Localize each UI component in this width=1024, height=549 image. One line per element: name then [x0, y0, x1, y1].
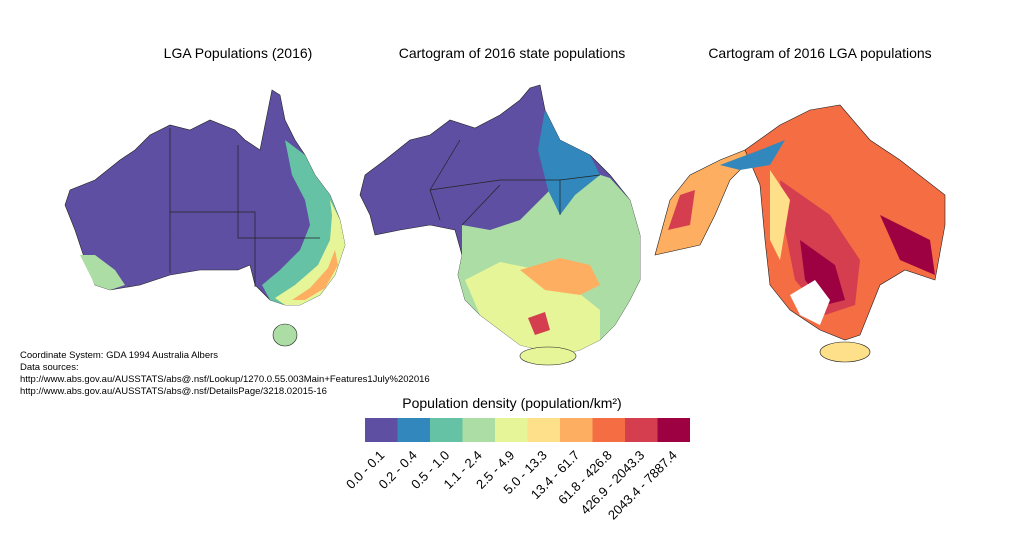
- tasmania: [272, 323, 298, 347]
- fan-red: [780, 180, 860, 315]
- legend-swatch: [592, 418, 625, 442]
- legend-swatch: [430, 418, 463, 442]
- legend-swatch: [527, 418, 560, 442]
- fan-dark: [800, 240, 845, 305]
- map-title: Cartogram of 2016 state populations: [399, 45, 625, 61]
- bay: [790, 280, 830, 325]
- fan: [744, 104, 946, 341]
- source-url: http://www.abs.gov.au/AUSSTATS/abs@.nsf/…: [20, 374, 430, 385]
- state-border: [429, 139, 601, 226]
- legend-swatch: [657, 418, 690, 442]
- core: [720, 140, 785, 170]
- legend: 0.0 - 0.10.2 - 0.40.5 - 1.01.1 - 2.42.5 …: [343, 418, 690, 523]
- legend-title: Population density (population/km²): [402, 395, 621, 411]
- coordinate-system: Coordinate System: GDA 1994 Australia Al…: [20, 350, 218, 361]
- metro: [528, 312, 550, 335]
- fan-dark-2: [880, 215, 935, 275]
- tasmania: [519, 346, 577, 366]
- map-title: LGA Populations (2016): [164, 45, 313, 61]
- fan-yellow: [770, 170, 790, 260]
- coast-orange: [292, 250, 338, 300]
- legend-swatch: [397, 418, 430, 442]
- sources-label: Data sources:: [20, 362, 79, 373]
- sw-band: [80, 255, 125, 290]
- map-title: Cartogram of 2016 LGA populations: [708, 45, 931, 61]
- tasmania: [819, 341, 871, 363]
- legend-swatch: [365, 418, 398, 442]
- source-url: http://www.abs.gov.au/AUSSTATS/abs@.nsf/…: [20, 386, 327, 397]
- legend-swatch: [560, 418, 593, 442]
- legend-swatch: [625, 418, 658, 442]
- west-wing-red: [668, 190, 695, 230]
- se-orange: [520, 258, 600, 295]
- ne-teal: [538, 110, 600, 215]
- map-state-cartogram: [359, 84, 641, 366]
- legend-swatch: [495, 418, 528, 442]
- map-lga-cartogram: [654, 104, 946, 363]
- legend-swatch: [462, 418, 495, 442]
- state-border: [169, 128, 320, 287]
- map-lga: [64, 89, 346, 347]
